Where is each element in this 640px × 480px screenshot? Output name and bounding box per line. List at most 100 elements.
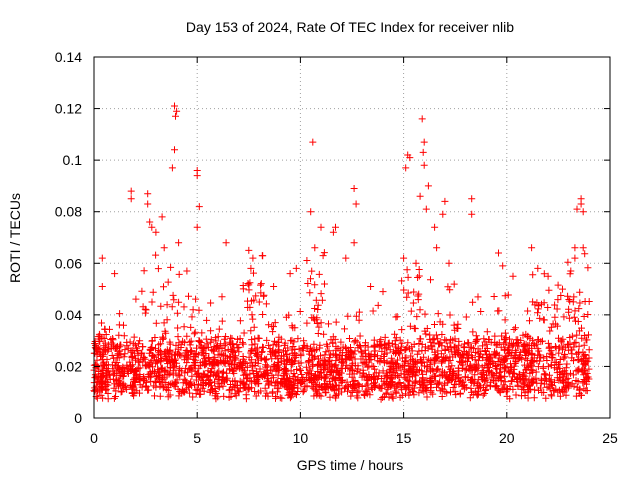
- data-point: [245, 385, 253, 393]
- data-point: [152, 357, 160, 365]
- data-point: [251, 388, 259, 395]
- data-point: [152, 228, 160, 236]
- data-point: [267, 350, 274, 358]
- data-point: [579, 368, 587, 376]
- data-point: [456, 389, 464, 397]
- data-point: [398, 326, 406, 334]
- data-point: [222, 357, 230, 365]
- data-point: [172, 112, 179, 120]
- data-point: [438, 367, 446, 375]
- data-point: [270, 283, 278, 290]
- data-point: [203, 340, 211, 348]
- data-point: [370, 382, 378, 390]
- data-point: [583, 374, 591, 382]
- data-point: [530, 394, 538, 402]
- data-point: [157, 378, 165, 386]
- data-point: [437, 350, 445, 358]
- data-point: [403, 266, 411, 274]
- data-point: [317, 223, 325, 231]
- data-point: [207, 385, 215, 393]
- data-point: [180, 303, 188, 311]
- data-point: [562, 364, 570, 372]
- data-point: [312, 296, 320, 304]
- data-point: [377, 342, 385, 350]
- data-point: [521, 389, 529, 397]
- data-point: [569, 371, 577, 379]
- data-point: [152, 344, 159, 352]
- data-point: [246, 359, 254, 367]
- data-point: [140, 353, 148, 361]
- data-point: [212, 395, 220, 403]
- data-point: [434, 310, 442, 318]
- data-point: [222, 239, 230, 247]
- data-point: [292, 264, 300, 272]
- x-tick-label: 0: [90, 430, 98, 446]
- data-point: [157, 358, 165, 366]
- data-point: [175, 339, 183, 347]
- data-point: [332, 223, 339, 231]
- data-point: [259, 252, 267, 260]
- data-point: [260, 291, 268, 299]
- data-point: [118, 387, 126, 395]
- data-point: [161, 367, 169, 375]
- data-point: [254, 380, 262, 388]
- data-point: [569, 298, 577, 306]
- data-point: [130, 392, 138, 400]
- data-point: [451, 326, 459, 334]
- data-point: [250, 269, 257, 277]
- data-point: [449, 375, 456, 383]
- data-point: [108, 339, 116, 347]
- data-point: [223, 369, 231, 377]
- data-point: [439, 385, 447, 393]
- data-point: [269, 346, 277, 354]
- data-point: [314, 306, 322, 313]
- data-point: [219, 375, 227, 383]
- data-point: [116, 310, 124, 318]
- data-point: [438, 357, 446, 365]
- data-point: [112, 369, 120, 377]
- data-point: [560, 354, 568, 362]
- data-point: [102, 386, 110, 394]
- data-point: [164, 278, 172, 286]
- data-point: [183, 379, 190, 387]
- data-point: [279, 380, 287, 388]
- data-point: [507, 364, 515, 372]
- data-point: [180, 323, 188, 331]
- data-point: [309, 384, 317, 392]
- data-point: [342, 254, 350, 262]
- data-point: [148, 223, 156, 231]
- data-point: [347, 353, 355, 361]
- data-point: [311, 244, 319, 252]
- data-point: [234, 363, 242, 371]
- data-point: [449, 353, 457, 361]
- data-point: [307, 208, 315, 216]
- data-point: [571, 244, 579, 252]
- data-point: [110, 341, 117, 349]
- data-point: [309, 138, 317, 146]
- data-point: [333, 366, 341, 374]
- data-point: [352, 312, 360, 320]
- data-point: [384, 385, 392, 393]
- data-point: [454, 349, 462, 356]
- data-point: [436, 371, 444, 379]
- data-point: [240, 329, 248, 337]
- data-point: [404, 359, 412, 367]
- data-point: [490, 293, 498, 300]
- data-point: [211, 385, 219, 392]
- data-point: [402, 354, 410, 362]
- data-point: [529, 271, 537, 279]
- data-point: [139, 343, 147, 351]
- data-point: [529, 357, 536, 365]
- data-point: [467, 384, 475, 392]
- data-point: [159, 333, 167, 341]
- data-point: [560, 373, 568, 381]
- data-point: [555, 376, 563, 384]
- data-point: [477, 350, 485, 358]
- data-point: [246, 370, 254, 378]
- data-point: [514, 355, 522, 363]
- data-point: [499, 262, 507, 270]
- data-point: [528, 344, 536, 352]
- plot-frame: [93, 56, 611, 419]
- data-point: [189, 306, 197, 314]
